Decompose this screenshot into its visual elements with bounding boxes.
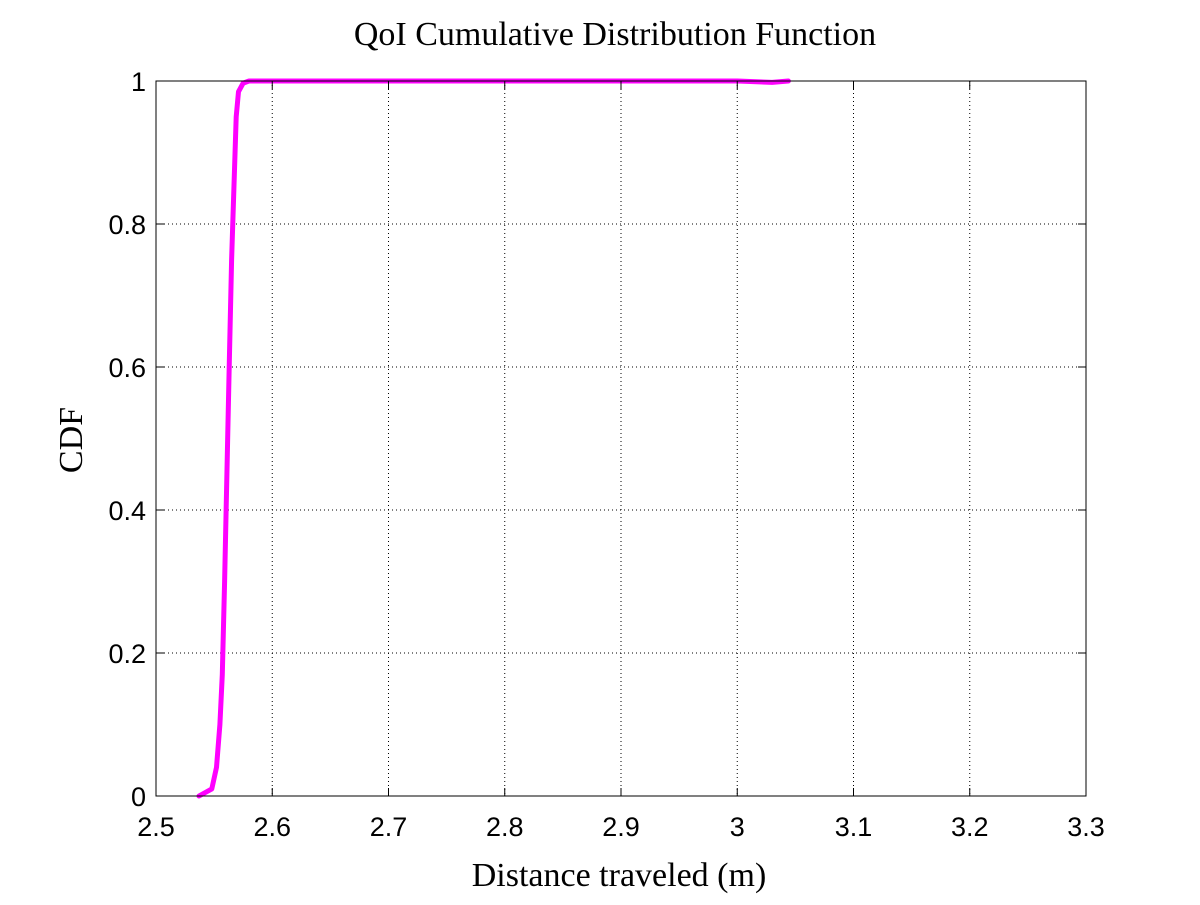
x-axis-label: Distance traveled (m): [472, 857, 767, 894]
chart-title: QoI Cumulative Distribution Function: [354, 16, 876, 53]
axis-ticks: [155, 80, 1087, 797]
x-tick-label: 2.7: [370, 812, 408, 842]
x-tick-label: 3: [730, 812, 745, 842]
x-tick-label: 2.6: [253, 812, 291, 842]
y-tick-label: 0.8: [108, 210, 146, 240]
y-tick-label: 0.4: [108, 496, 146, 526]
x-tick-labels: 2.5 2.6 2.7 2.8 2.9 3 3.1 3.2 3.3: [137, 812, 1105, 842]
y-tick-labels: 0 0.2 0.4 0.6 0.8 1: [108, 67, 146, 812]
y-tick-label: 0: [131, 782, 146, 812]
x-tick-label: 2.9: [602, 812, 640, 842]
x-tick-label: 3.2: [951, 812, 989, 842]
x-tick-label: 2.8: [486, 812, 524, 842]
y-tick-label: 0.2: [108, 639, 146, 669]
grid-lines: [156, 81, 1086, 796]
y-tick-label: 1: [131, 67, 146, 97]
y-axis-label: CDF: [53, 407, 90, 473]
x-tick-label: 3.1: [835, 812, 873, 842]
x-tick-label: 2.5: [137, 812, 175, 842]
y-tick-label: 0.6: [108, 353, 146, 383]
x-tick-label: 3.3: [1067, 812, 1105, 842]
plot-area-background: [156, 81, 1086, 796]
